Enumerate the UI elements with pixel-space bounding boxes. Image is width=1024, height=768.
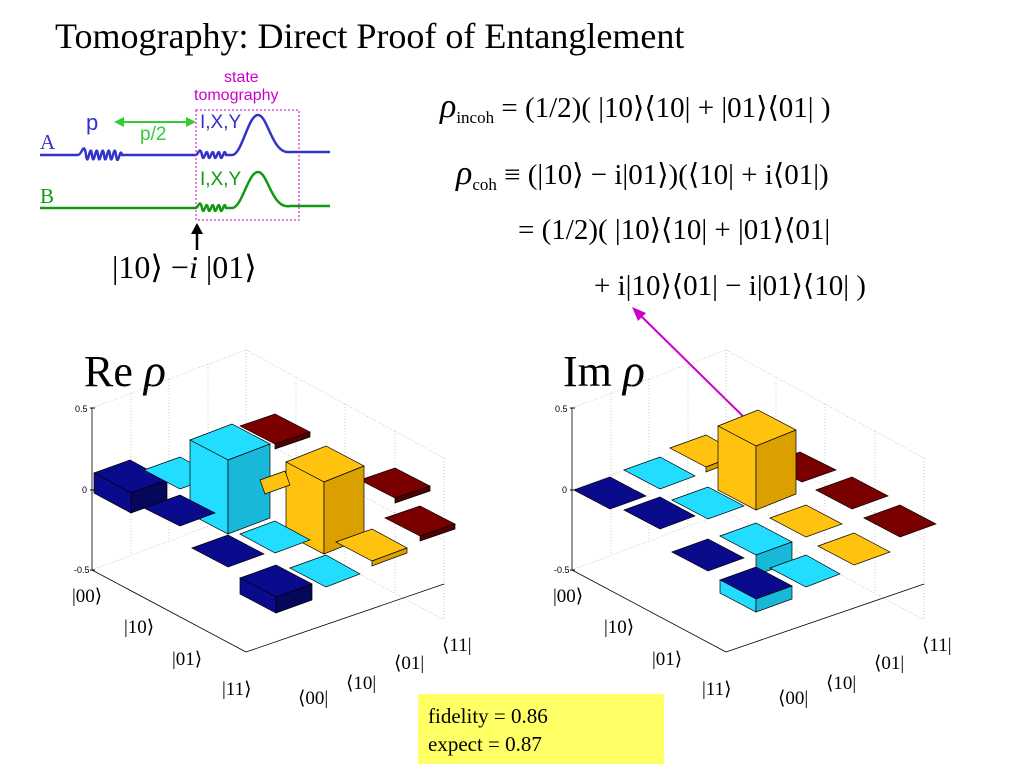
tomo-b-label: I,X,Y bbox=[200, 169, 242, 190]
qubit-a-label: A bbox=[40, 130, 56, 154]
im-tick-minus-0-5: -0.5 bbox=[554, 565, 570, 575]
im-tick-0-5: 0.5 bbox=[555, 404, 568, 414]
tomo-a-label: I,X,Y bbox=[200, 112, 242, 133]
im-bar-01-01 bbox=[769, 504, 843, 538]
im-bar-10-10 bbox=[671, 486, 745, 520]
im-row-label-01: |01⟩ bbox=[652, 649, 683, 670]
re-bar-10-01 bbox=[259, 470, 291, 495]
im-bar-00-00 bbox=[573, 476, 647, 510]
equation-coh: ρcoh ≡ (|10⟩ − i|01⟩)(⟨10| + i⟨01|) bbox=[456, 155, 829, 195]
im-bar-01-00 bbox=[769, 554, 841, 588]
equation-coh-line3: + i|10⟩⟨01| − i|01⟩⟨10| ) bbox=[594, 270, 866, 302]
entangled-state: |10⟩ −i |01⟩ bbox=[112, 248, 257, 286]
im-bar-11-00-side bbox=[755, 585, 793, 613]
re-tick-minus-0-5: -0.5 bbox=[74, 565, 90, 575]
incoh-rhs: = (1/2)( |10⟩⟨10| + |01⟩⟨01| ) bbox=[501, 92, 831, 124]
im-row-label-00: |00⟩ bbox=[553, 586, 584, 607]
im-bar-00-01 bbox=[623, 496, 696, 530]
re-bar-10-11-side bbox=[419, 523, 456, 542]
im-rho-title: Im ρ bbox=[563, 345, 645, 396]
im-bar-00-10 bbox=[623, 456, 696, 490]
incoh-subscript: incoh bbox=[456, 108, 495, 127]
re-row-label-10: |10⟩ bbox=[124, 617, 155, 638]
re-col-label-00: ⟨00| bbox=[298, 688, 329, 709]
qubit-b-label: B bbox=[40, 184, 55, 208]
coh-rhs: ≡ (|10⟩ − i|01⟩)(⟨10| + i⟨01|) bbox=[504, 159, 829, 191]
tomography-box bbox=[195, 109, 300, 221]
qubit-b-line bbox=[40, 170, 330, 213]
im-row-label-11: |11⟩ bbox=[702, 679, 732, 700]
re-bar-00-01 bbox=[143, 494, 216, 527]
re-bar-11-01-side bbox=[371, 547, 408, 567]
rho-symbol: ρ bbox=[440, 88, 457, 125]
re-tick-0: 0 bbox=[82, 485, 88, 495]
re-rho-title: Re ρ bbox=[84, 345, 166, 396]
im-bar-01-11 bbox=[815, 476, 889, 510]
im-col-label-11: ⟨11| bbox=[922, 635, 952, 656]
re-bar-01-00 bbox=[289, 554, 361, 588]
state-tomography-label: state bbox=[224, 69, 259, 86]
im-col-label-00: ⟨00| bbox=[778, 688, 809, 709]
re-col-label-11: ⟨11| bbox=[442, 635, 472, 656]
state-tomography-label-2: tomography bbox=[194, 87, 279, 104]
im-bar-11-10 bbox=[817, 532, 891, 566]
equation-coh-line2: = (1/2)( |10⟩⟨10| + |01⟩⟨01| bbox=[518, 214, 831, 246]
slide-title: Tomography: Direct Proof of Entanglement bbox=[55, 16, 685, 56]
im-bar-10-11 bbox=[863, 504, 937, 538]
re-col-label-01: ⟨01| bbox=[394, 653, 425, 674]
im-row-label-10: |10⟩ bbox=[604, 617, 635, 638]
re-bar-01-10 bbox=[239, 520, 311, 554]
coh-subscript: coh bbox=[472, 175, 497, 194]
expect-value: expect = 0.87 bbox=[428, 732, 542, 756]
re-row-label-11: |11⟩ bbox=[222, 679, 252, 700]
state-minus: − bbox=[170, 249, 189, 285]
re-rho-bar-chart bbox=[90, 349, 456, 653]
re-bar-00-00-front bbox=[93, 472, 132, 514]
im-col-label-10: ⟨10| bbox=[826, 673, 857, 694]
fidelity-value: fidelity = 0.86 bbox=[428, 704, 548, 728]
im-tick-0: 0 bbox=[562, 485, 568, 495]
re-row-label-00: |00⟩ bbox=[72, 586, 103, 607]
im-rho-bar-chart bbox=[570, 349, 937, 653]
re-tick-0-5: 0.5 bbox=[75, 404, 88, 414]
pulse-p-half-label: p/2 bbox=[140, 124, 167, 145]
re-bar-10-10-side bbox=[227, 443, 271, 535]
re-bar-00-10b bbox=[191, 534, 265, 568]
re-col-label-10: ⟨10| bbox=[346, 673, 377, 694]
re-bar-11-11-side bbox=[274, 431, 311, 450]
equation-incoh: ρincoh = (1/2)( |10⟩⟨10| + |01⟩⟨01| ) bbox=[440, 88, 830, 128]
pulse-sequence-diagram bbox=[40, 109, 330, 250]
coherence-arrow bbox=[632, 307, 761, 434]
pulse-p-label: p bbox=[86, 110, 99, 135]
re-bar-11-00-front bbox=[239, 577, 277, 614]
im-col-label-01: ⟨01| bbox=[874, 653, 905, 674]
re-row-label-01: |01⟩ bbox=[172, 649, 203, 670]
fidelity-stats-box: fidelity = 0.86 expect = 0.87 bbox=[418, 694, 664, 764]
im-bar-10-01-side bbox=[755, 429, 797, 511]
im-bar-00-11 bbox=[671, 538, 745, 572]
state-i: i bbox=[188, 249, 198, 285]
rho-symbol-2: ρ bbox=[456, 155, 473, 192]
state-ket-10: |10⟩ bbox=[112, 249, 163, 285]
re-bar-01-11-side bbox=[394, 485, 431, 504]
state-ket-01: |01⟩ bbox=[205, 249, 257, 285]
